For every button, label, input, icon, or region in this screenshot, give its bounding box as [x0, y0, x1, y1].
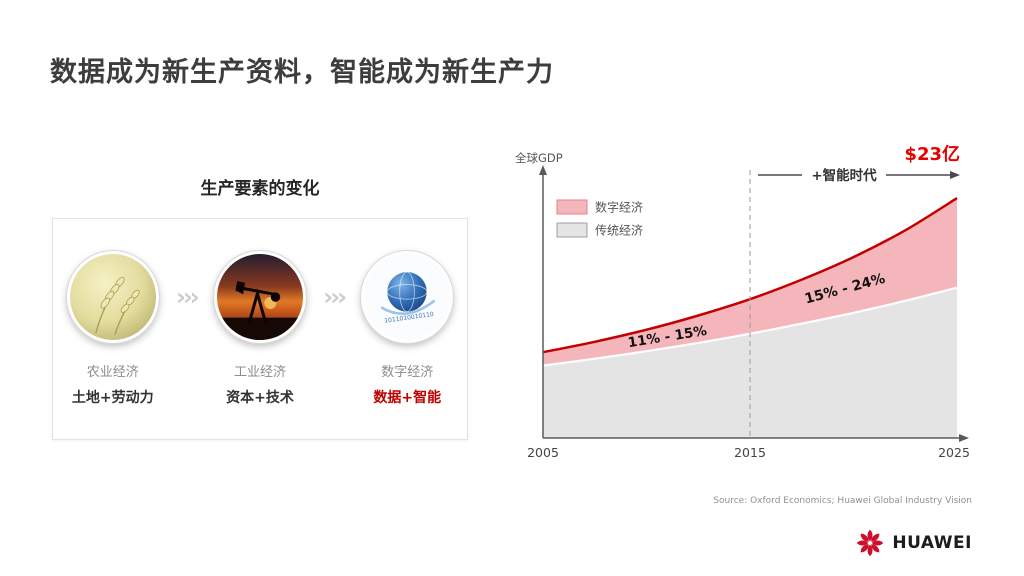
gdp-chart: +智能时代 $23亿 全球GDP 数字经济 传统经济 11% - 15% 15%… [505, 143, 980, 475]
stage-era-label: 工业经济 [233, 365, 286, 380]
stage-era-label: 农业经济 [86, 365, 139, 380]
gdp-area-chart: +智能时代 $23亿 全球GDP 数字经济 传统经济 11% - 15% 15%… [515, 143, 970, 460]
huawei-logo-text: HUAWEI [892, 533, 972, 553]
left-panel-heading: 生产要素的变化 [200, 179, 320, 199]
huawei-logo: HUAWEI [855, 528, 972, 558]
stage-digital: 1011010010110 数字经济 数据+智能 [348, 219, 467, 439]
era-label-background [802, 165, 886, 184]
x-tick-2025: 2025 [938, 445, 970, 460]
era-label: +智能时代 [811, 167, 877, 184]
legend-label-traditional: 传统经济 [595, 223, 643, 238]
digital-globe-icon: 1011010010110 [361, 251, 454, 343]
era-arrow-head-icon [950, 171, 960, 179]
stage-factors-label: 资本+技术 [226, 390, 294, 406]
x-tick-2015: 2015 [734, 445, 766, 460]
stage-factors-label: 数据+智能 [373, 390, 442, 406]
legend-label-digital: 数字经济 [595, 200, 643, 215]
oil-pump-icon [213, 251, 306, 343]
legend-swatch-digital [556, 199, 588, 215]
legend-swatch-traditional [556, 222, 588, 238]
x-axis-arrow-icon [959, 434, 969, 442]
y-axis-title: 全球GDP [515, 151, 563, 165]
value-label: $23亿 [904, 145, 960, 165]
slide-title: 数据成为新生产资料，智能成为新生产力 [50, 57, 554, 88]
stage-industrial: 工业经济 资本+技术 [200, 219, 319, 439]
production-factors-box: 农业经济 土地+劳动力 ››› [52, 218, 468, 440]
chevron-arrow-icon: ››› [323, 283, 347, 311]
stage-era-label: 数字经济 [381, 365, 434, 380]
source-citation: Source: Oxford Economics; Huawei Global … [713, 496, 972, 506]
huawei-flower-icon [857, 529, 884, 557]
wheat-icon [66, 251, 159, 343]
stage-factors-label: 土地+劳动力 [71, 390, 154, 406]
x-tick-2005: 2005 [527, 445, 559, 460]
y-axis-arrow-icon [539, 165, 547, 175]
chevron-arrow-icon: ››› [176, 283, 200, 311]
stage-agricultural: 农业经济 土地+劳动力 [53, 219, 172, 439]
